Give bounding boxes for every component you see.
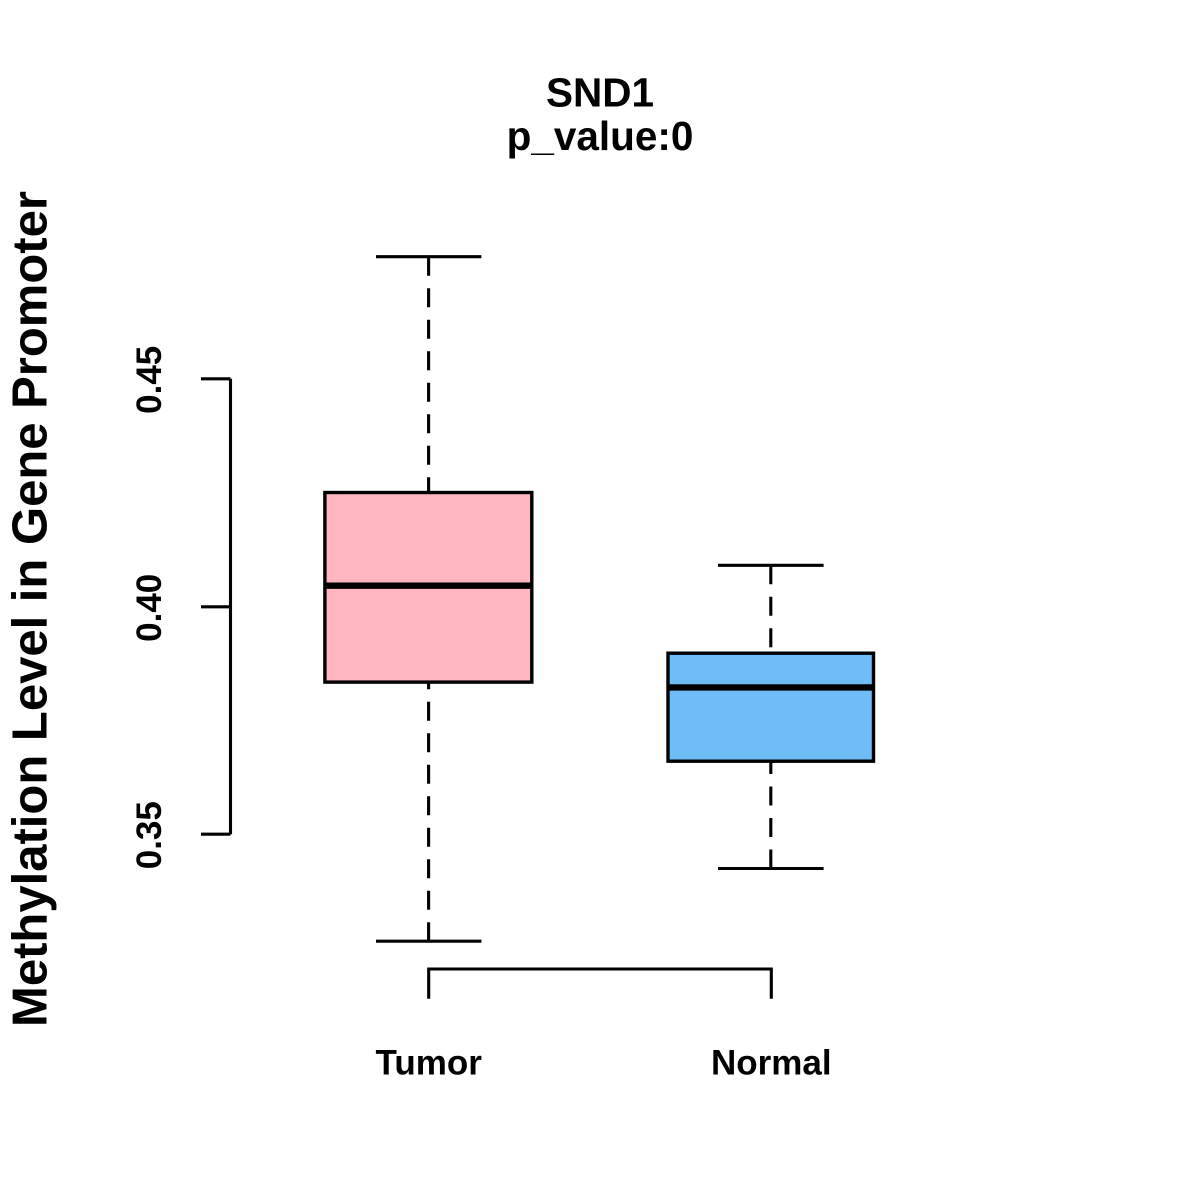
svg-text:Tumor: Tumor (376, 1044, 483, 1083)
svg-text:Normal: Normal (711, 1044, 832, 1083)
svg-text:0.35: 0.35 (130, 801, 169, 869)
svg-text:0.40: 0.40 (130, 574, 169, 642)
svg-text:SND1: SND1 (546, 70, 654, 116)
svg-text:0.45: 0.45 (130, 346, 169, 414)
svg-text:p_value:0: p_value:0 (507, 113, 694, 159)
svg-text:Methylation Level in Gene Prom: Methylation Level in Gene Promoter (3, 191, 57, 1027)
